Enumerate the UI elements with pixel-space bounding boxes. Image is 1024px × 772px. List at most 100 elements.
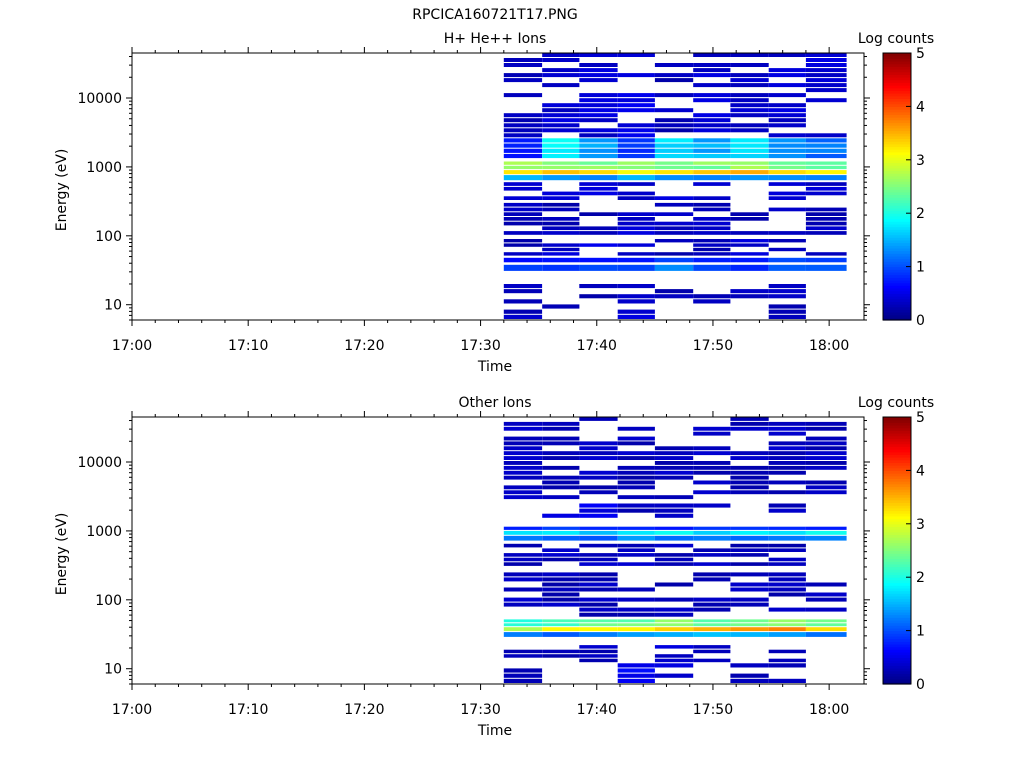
colorbar-segment xyxy=(883,529,911,533)
colorbar-segment xyxy=(883,151,911,156)
heatmap-cell xyxy=(730,123,769,128)
heatmap-cell xyxy=(805,485,847,490)
heatmap-cell xyxy=(503,461,543,465)
heatmap-cell xyxy=(503,451,543,456)
heatmap-cell xyxy=(542,530,580,535)
colorbar-segment xyxy=(883,175,911,180)
heatmap-cell xyxy=(730,289,769,294)
heatmap-cell xyxy=(542,456,580,460)
heatmap-cell xyxy=(617,451,655,456)
heatmap-cell xyxy=(654,451,694,456)
heatmap-cell xyxy=(542,123,580,128)
heatmap-cell xyxy=(730,93,769,98)
heatmap-cell xyxy=(579,513,618,518)
colorbar-segment xyxy=(883,58,911,62)
heatmap-cell xyxy=(654,658,694,663)
heatmap-cell xyxy=(579,93,618,98)
colorbar-segment xyxy=(883,159,911,164)
colorbar-segment xyxy=(883,258,911,262)
colorbar-frame xyxy=(882,416,912,685)
heatmap-cell xyxy=(730,426,769,431)
heatmap-cell xyxy=(617,175,655,181)
heatmap-cell xyxy=(503,217,543,221)
colorbar-segment xyxy=(883,630,911,634)
heatmap-cell xyxy=(579,143,618,148)
colorbar-segment xyxy=(883,622,911,626)
heatmap-cell xyxy=(805,133,847,138)
heatmap-cell xyxy=(768,264,806,271)
heatmap-cell xyxy=(730,530,769,535)
colorbar-segment xyxy=(883,309,911,313)
colorbar-segment xyxy=(883,534,911,538)
heatmap-cell xyxy=(579,475,618,480)
heatmap-cell xyxy=(617,252,655,256)
heatmap-cell xyxy=(542,103,580,108)
heatmap-cell xyxy=(503,495,543,500)
panel2-title: Other Ions xyxy=(458,395,531,411)
heatmap-cell xyxy=(617,161,655,165)
heatmap-cell xyxy=(693,658,731,663)
heatmap-cell xyxy=(654,513,694,518)
heatmap-cell xyxy=(730,113,769,118)
heatmap-cell xyxy=(693,503,731,508)
heatmap-cell xyxy=(579,284,618,289)
heatmap-cell xyxy=(503,309,543,314)
colorbar-segment xyxy=(883,71,911,75)
heatmap-cell xyxy=(693,202,731,207)
heatmap-cell xyxy=(730,663,769,668)
heatmap-cell xyxy=(654,673,694,678)
heatmap-cell xyxy=(579,73,618,78)
heatmap-cell xyxy=(730,480,769,485)
colorbar-segment xyxy=(883,486,911,490)
heatmap-cell xyxy=(503,221,543,226)
heatmap-cell xyxy=(768,465,806,470)
colorbar-segment xyxy=(883,425,911,429)
heatmap-cell xyxy=(542,654,580,658)
heatmap-cell xyxy=(805,461,847,465)
heatmap-cell xyxy=(503,118,543,123)
heatmap-cell xyxy=(542,557,580,562)
colorbar-segment xyxy=(883,577,911,581)
heatmap-cell xyxy=(805,535,847,541)
colorbar-segment xyxy=(883,290,911,294)
heatmap-cell xyxy=(617,182,655,186)
heatmap-cell xyxy=(542,264,580,271)
heatmap-cell xyxy=(579,128,618,133)
heatmap-cell xyxy=(617,426,655,431)
heatmap-cell xyxy=(542,128,580,133)
colorbar-segment xyxy=(883,263,911,268)
heatmap-cell xyxy=(654,654,694,658)
heatmap-cell xyxy=(730,239,769,243)
x-axis: 17:00 17:10 17:20 17:30 17:40 17:50 18:00 xyxy=(112,411,849,718)
heatmap-cell xyxy=(693,446,731,451)
colorbar-segment xyxy=(883,93,911,97)
colorbar-segment xyxy=(883,165,911,169)
heatmap-cell xyxy=(693,548,731,552)
colorbar-segment xyxy=(883,271,911,276)
heatmap-cell xyxy=(805,78,847,83)
heatmap-cell xyxy=(805,530,847,535)
colorbar-segment xyxy=(883,197,911,201)
colorbar-segment xyxy=(883,87,911,91)
heatmap-cell xyxy=(693,247,731,252)
heatmap-cell xyxy=(730,148,769,153)
colorbar-segment xyxy=(883,223,911,228)
heatmap-cell xyxy=(768,165,806,170)
heatmap-cell xyxy=(654,93,694,98)
heatmap-cell xyxy=(654,143,694,148)
heatmap-cell xyxy=(579,165,618,170)
heatmap-cell xyxy=(617,257,655,263)
heatmap-cell xyxy=(579,602,618,607)
colorbar-segment xyxy=(883,279,911,284)
heatmap-cell xyxy=(768,582,806,587)
heatmap-cell xyxy=(768,153,806,159)
colorbar-segment xyxy=(883,603,911,608)
heatmap-cell xyxy=(579,456,618,460)
heatmap-cell xyxy=(768,557,806,562)
colorbar-segment xyxy=(883,66,911,70)
heatmap-cell xyxy=(542,623,580,627)
heatmap-cell xyxy=(730,264,769,271)
heatmap-cell xyxy=(693,562,731,566)
heatmap-cell xyxy=(654,138,694,143)
colorbar-segment xyxy=(883,433,911,437)
